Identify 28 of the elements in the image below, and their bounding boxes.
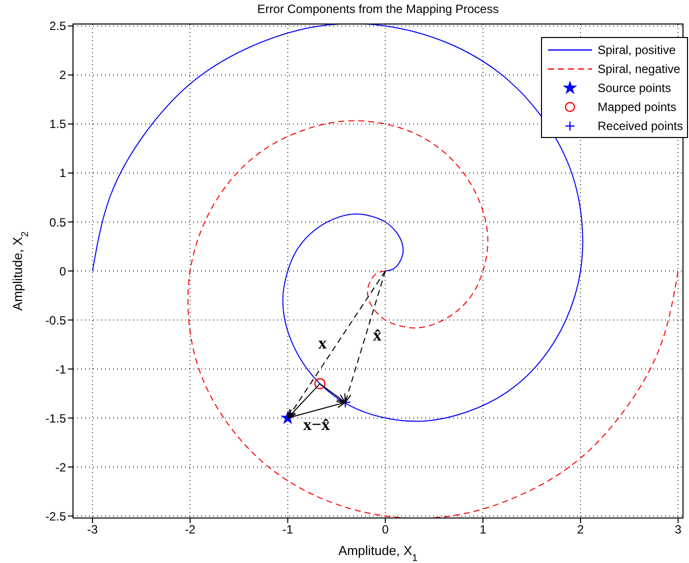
annotation: x−x̂ bbox=[303, 415, 330, 434]
x-tick-label: 0 bbox=[382, 522, 389, 537]
x-tick-label: -3 bbox=[87, 522, 98, 537]
legend-label: Spiral, positive bbox=[598, 42, 676, 56]
x-tick-label: 2 bbox=[577, 522, 584, 537]
y-tick-label: 2 bbox=[59, 68, 66, 82]
x-axis-title: Amplitude, X$_{1}$ bbox=[338, 543, 418, 563]
x-tick-label: 3 bbox=[674, 522, 682, 537]
annotation: x bbox=[318, 333, 328, 352]
y-tick-label: 2.5 bbox=[49, 19, 66, 34]
chart-title: Error Components from the Mapping Process bbox=[257, 2, 499, 16]
x-tick-label: -1 bbox=[282, 522, 294, 537]
y-tick-label: -0.5 bbox=[45, 313, 66, 328]
legend-label: Spiral, negative bbox=[598, 62, 680, 76]
y-tick-label: -1.5 bbox=[45, 411, 66, 426]
y-tick-label: -2 bbox=[55, 460, 66, 474]
x-tick-label: -2 bbox=[184, 522, 196, 537]
y-tick-label: 0 bbox=[59, 264, 66, 278]
y-tick-label: -1 bbox=[55, 362, 66, 376]
annotation: x̂ bbox=[373, 326, 382, 345]
y-tick-label: 1 bbox=[59, 166, 66, 180]
legend-label: Mapped points bbox=[598, 100, 676, 114]
y-tick-label: -2.5 bbox=[45, 509, 66, 524]
y-tick-label: 0.5 bbox=[49, 215, 66, 230]
legend-label: Source points bbox=[598, 80, 671, 94]
y-tick-label: 1.5 bbox=[49, 117, 66, 132]
x-tick-label: 1 bbox=[480, 522, 487, 537]
legend-label: Received points bbox=[598, 118, 683, 132]
